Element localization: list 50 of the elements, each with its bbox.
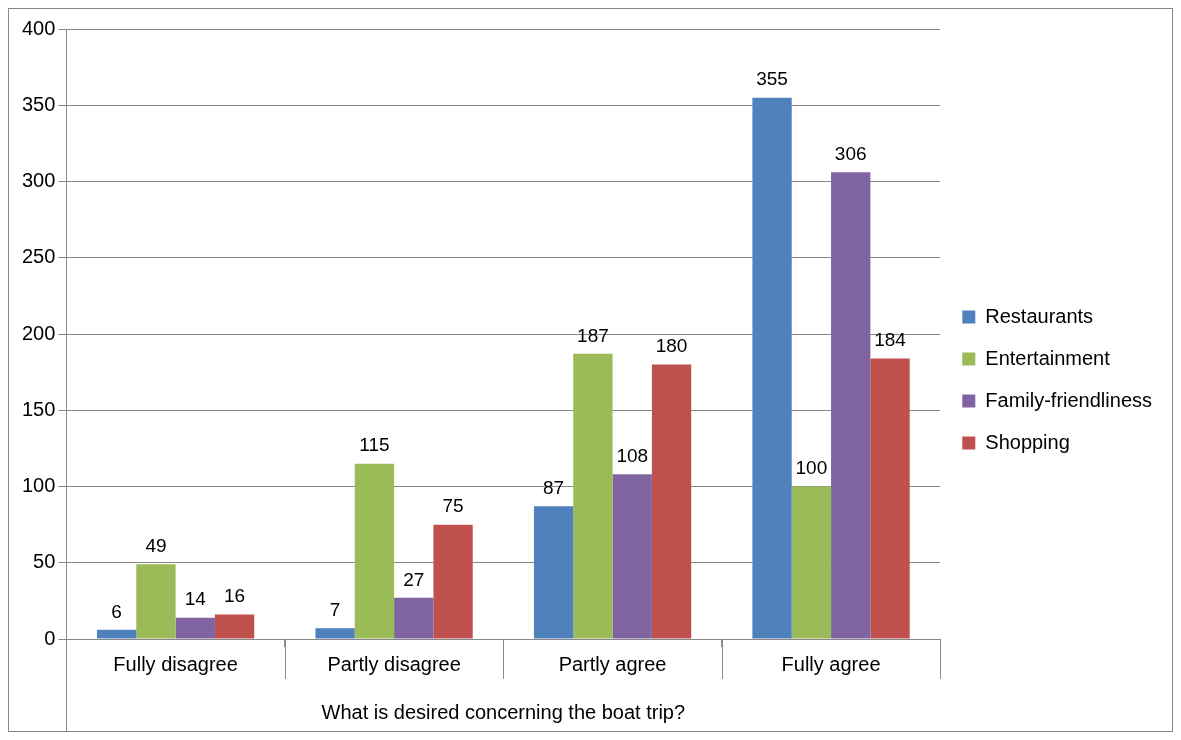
data-label: 115	[359, 434, 390, 456]
bar	[96, 629, 137, 639]
bar	[831, 172, 871, 639]
data-label: 16	[224, 585, 246, 607]
bar	[433, 524, 473, 639]
x-tick-label: Fully disagree	[113, 652, 238, 675]
data-label: 306	[834, 143, 867, 165]
y-tick-label: 250	[21, 245, 56, 268]
bar	[315, 628, 355, 639]
data-label: 49	[145, 535, 167, 557]
data-label: 180	[655, 335, 688, 357]
legend-label: Shopping	[985, 430, 1070, 453]
bar	[752, 97, 792, 639]
bar	[136, 564, 176, 639]
bar	[651, 364, 692, 639]
x-tick-label: Partly disagree	[327, 652, 461, 675]
bar	[214, 614, 255, 639]
data-label: 27	[403, 568, 425, 590]
data-label: 87	[543, 477, 565, 499]
x-tick-label: Partly agree	[558, 652, 667, 675]
bar	[394, 597, 434, 639]
bar	[573, 353, 613, 639]
bar	[533, 506, 574, 639]
x-axis-title: What is desired concerning the boat trip?	[321, 700, 686, 723]
data-label: 108	[616, 445, 649, 467]
legend-label: Family-friendliness	[985, 388, 1153, 411]
bar	[612, 474, 652, 639]
data-label: 14	[184, 588, 207, 610]
data-label: 7	[329, 599, 341, 621]
data-label: 355	[756, 68, 788, 90]
bar	[791, 486, 832, 639]
data-label: 6	[111, 600, 122, 622]
legend-label: Restaurants	[985, 304, 1094, 327]
y-tick-label: 350	[21, 92, 56, 115]
y-tick-label: 50	[33, 550, 56, 573]
data-label: 100	[795, 457, 828, 479]
data-label: 75	[442, 495, 464, 517]
data-label: 184	[874, 329, 907, 351]
x-tick-label: Fully agree	[781, 652, 881, 675]
bar	[870, 358, 910, 639]
y-tick-label: 400	[21, 16, 56, 39]
y-tick-label: 100	[21, 474, 56, 497]
y-tick-label: 300	[21, 169, 56, 192]
bar	[175, 617, 215, 639]
legend-label: Entertainment	[985, 346, 1111, 369]
y-tick-label: 0	[44, 626, 56, 649]
bar	[354, 463, 395, 639]
data-label: 187	[577, 324, 609, 346]
y-tick-label: 150	[21, 397, 56, 420]
y-tick-label: 200	[21, 321, 56, 344]
